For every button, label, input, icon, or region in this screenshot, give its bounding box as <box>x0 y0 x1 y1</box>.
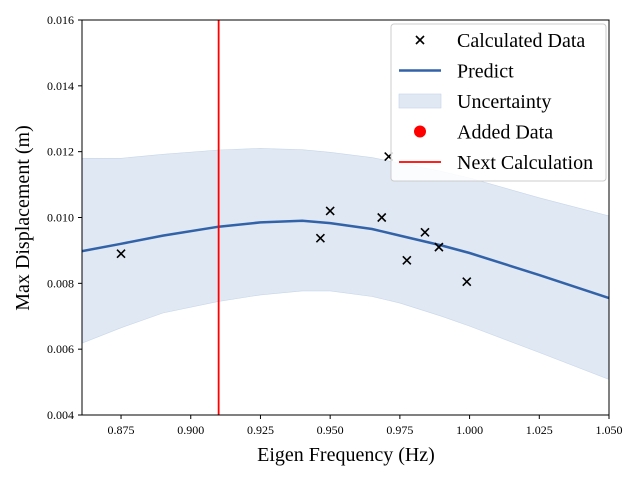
y-tick-label: 0.014 <box>47 79 74 93</box>
legend-label: Calculated Data <box>457 30 585 52</box>
x-tick-label: 1.050 <box>596 423 623 437</box>
calculated-data-point <box>377 212 387 223</box>
x-axis-label: Eigen Frequency (Hz) <box>257 444 435 466</box>
y-tick-label: 0.008 <box>47 276 74 290</box>
legend-dot-icon <box>414 125 426 138</box>
legend: Calculated Data Predict Uncertainty Added D… <box>390 23 607 182</box>
legend-label: Next Calculation <box>457 152 593 174</box>
legend-item: Added Data <box>414 122 553 144</box>
legend-box <box>390 23 607 182</box>
x-tick-label: 1.025 <box>526 423 553 437</box>
legend-item: Uncertainty <box>398 91 551 113</box>
calculated-data-point <box>315 233 325 243</box>
x-tick-label: 0.975 <box>386 423 413 437</box>
x-tick-label: 1.000 <box>456 423 483 437</box>
y-tick-label: 0.012 <box>47 145 74 159</box>
plot-content <box>82 20 609 415</box>
uncertainty-band <box>82 148 609 380</box>
y-axis-label: Max Displacement (m) <box>12 125 34 311</box>
legend-item: Next Calculation <box>399 152 593 174</box>
calculated-data-point <box>116 249 126 259</box>
y-tick-label: 0.010 <box>47 211 74 225</box>
y-tick-label: 0.016 <box>47 13 74 27</box>
plot-area <box>82 20 609 415</box>
calculated-data-point <box>434 242 444 252</box>
calculated-data-point <box>462 277 472 287</box>
legend-item: Predict <box>399 61 514 83</box>
calculated-data-point <box>402 255 412 265</box>
legend-x-marker-icon <box>415 35 425 45</box>
axes: 0.875 0.900 0.925 0.950 0.975 1.000 1.025 1.050… <box>47 13 623 437</box>
legend-label: Predict <box>457 61 514 83</box>
x-tick-label: 0.950 <box>317 423 344 437</box>
legend-label: Uncertainty <box>457 91 551 113</box>
calculated-data-point <box>325 206 335 216</box>
legend-label: Added Data <box>457 122 553 144</box>
x-tick-label: 0.925 <box>247 423 274 437</box>
legend-band-icon <box>398 93 442 109</box>
x-tick-label: 0.875 <box>108 423 135 437</box>
predict-line <box>82 219 609 300</box>
x-tick-label: 0.900 <box>177 423 204 437</box>
legend-item: Calculated Data <box>415 30 585 52</box>
y-tick-label: 0.004 <box>47 408 74 422</box>
y-tick-label: 0.006 <box>47 342 74 356</box>
calculated-data-point <box>420 227 430 237</box>
